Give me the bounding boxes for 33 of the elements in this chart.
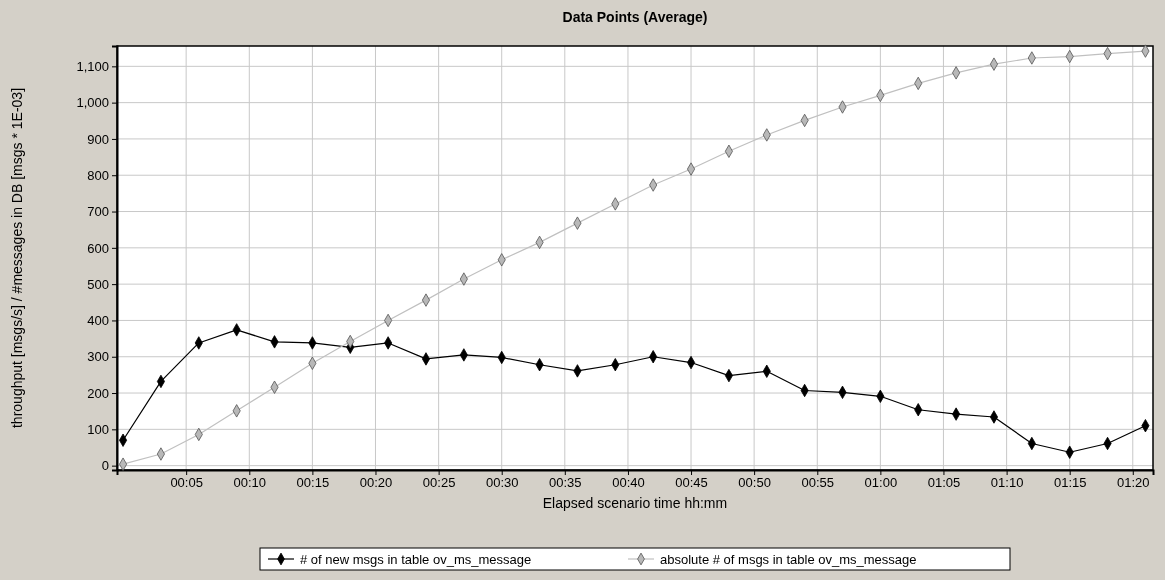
x-tick-label: 00:15 [296,475,330,491]
x-tick-label: 00:55 [801,475,835,491]
y-tick-label: 0 [101,458,109,474]
y-tick-label: 300 [87,349,109,365]
y-tick-label: 1,000 [76,95,109,111]
y-tick-label: 1,100 [76,58,109,74]
x-tick-label: 00:45 [675,475,708,491]
x-tick-label: 01:15 [1053,475,1087,491]
x-tick-label: 00:40 [612,475,645,491]
x-tick-label: 00:25 [422,475,456,491]
y-tick-label: 500 [87,276,109,292]
x-tick-label: 01:00 [864,475,898,491]
y-tick-label: 600 [87,240,109,256]
x-tick-label: 00:30 [485,475,519,491]
x-tick-label: 01:10 [990,475,1024,491]
legend-label: # of new msgs in table ov_ms_message [300,551,532,567]
x-axis-title: Elapsed scenario time hh:mm [542,495,728,511]
y-tick-label: 800 [87,167,109,183]
y-tick-label: 900 [87,131,109,147]
y-tick-label: 200 [87,385,109,401]
x-tick-label: 00:20 [359,475,393,491]
x-tick-label: 01:05 [927,475,961,491]
x-tick-label: 00:10 [233,475,267,491]
x-tick-label: 00:50 [738,475,771,491]
y-tick-label: 700 [87,204,109,220]
y-tick-label: 100 [87,422,109,437]
x-tick-label: 01:20 [1117,475,1150,491]
y-tick-label: 400 [87,313,109,329]
chart-title: Data Points (Average) [562,9,708,25]
x-tick-label: 00:05 [170,475,203,491]
x-tick-label: 00:35 [549,475,582,491]
y-axis-title: throughput [msgs/s] / #messages in DB [msgs * 1E-03] [9,87,25,429]
legend-label: absolute # of msgs in table ov_ms_message [660,551,917,567]
